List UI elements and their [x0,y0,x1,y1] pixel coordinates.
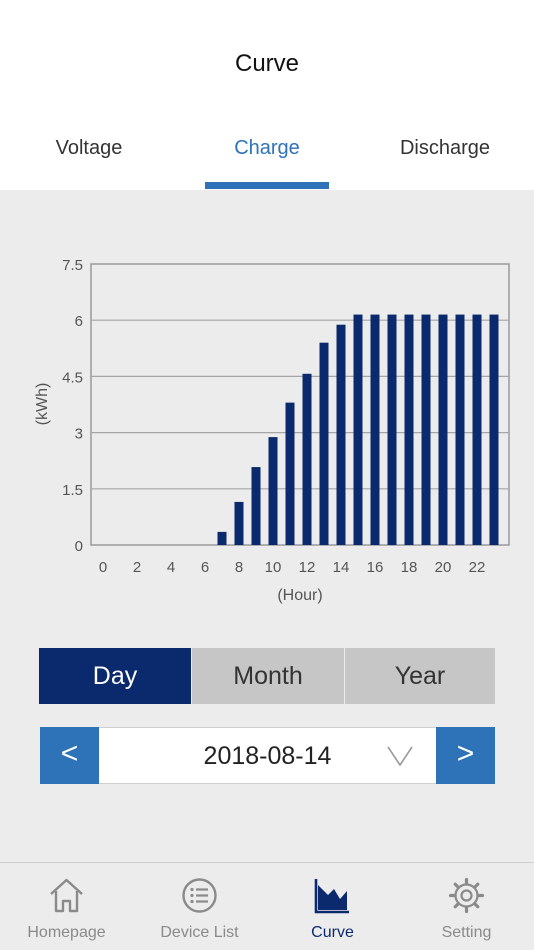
bar [336,324,346,545]
y-axis-label: (kWh) [34,383,51,426]
period-selector: Day Month Year [39,648,495,704]
bar [268,437,278,545]
bar [404,314,414,545]
x-tick-label: 2 [133,559,141,576]
bar [370,314,380,545]
gear-icon [448,877,485,914]
nav-device-list[interactable]: Device List [133,863,266,950]
bar [387,314,397,545]
plot-frame [90,263,510,546]
curve-tabs: Voltage Charge Discharge [0,128,534,190]
tab-voltage[interactable]: Voltage [55,137,123,159]
date-picker[interactable]: 2018-08-14 [99,727,436,784]
tab-discharge[interactable]: Discharge [399,137,491,159]
bar [438,314,448,545]
next-date-button[interactable]: > [436,727,495,784]
home-icon [50,878,83,913]
x-tick-label: 10 [265,559,282,576]
chart-axes: 0 1.5 3 4.5 6 7.5 0 2 4 6 8 10 12 14 16 18 20 22 [62,257,485,576]
y-tick-label: 1.5 [62,482,83,499]
y-tick-label: 4.5 [62,369,83,386]
x-tick-label: 14 [333,559,350,576]
page-title: Curve [234,50,300,77]
date-value: 2018-08-14 [203,742,332,770]
chart-bars [217,314,499,545]
x-tick-label: 16 [367,559,384,576]
tab-charge[interactable]: Charge [234,137,300,159]
y-tick-label: 7.5 [62,257,83,274]
date-navigator: < 2018-08-14 > [40,727,495,784]
nav-curve[interactable]: Curve [266,863,399,950]
chart-svg: 0 1.5 3 4.5 6 7.5 0 2 4 6 8 10 12 14 16 18 20 22 (kWh) (H… [34,257,510,604]
day-button[interactable]: Day [39,648,191,704]
bar [421,314,431,545]
x-tick-label: 18 [401,559,418,576]
bar [455,314,465,545]
x-tick-label: 12 [299,559,316,576]
bar [319,342,329,545]
area-chart-icon [314,879,349,914]
x-tick-label: 22 [469,559,486,576]
year-button[interactable]: Year [345,648,495,704]
nav-device-list-label: Device List [160,924,239,941]
bar [251,467,261,545]
bar [489,314,499,545]
nav-setting-label: Setting [441,924,492,941]
x-axis-label: (Hour) [277,587,322,604]
x-tick-label: 4 [167,559,175,576]
x-tick-label: 6 [201,559,209,576]
active-tab-indicator [205,182,329,189]
bar [217,531,227,545]
y-tick-label: 0 [75,538,83,555]
nav-homepage-label: Homepage [27,924,106,941]
top-bar: Curve Voltage Charge Discharge [0,0,534,190]
y-tick-label: 6 [75,313,83,330]
nav-homepage[interactable]: Homepage [0,863,133,950]
nav-curve-label: Curve [311,924,354,941]
charge-chart: 0 1.5 3 4.5 6 7.5 0 2 4 6 8 10 12 14 16 18 20 22 (kWh) (H… [0,240,534,620]
x-tick-label: 20 [435,559,452,576]
bar [234,501,244,545]
bar [285,402,295,545]
bar [302,373,312,545]
x-tick-label: 8 [235,559,243,576]
y-tick-label: 3 [75,426,83,443]
list-icon [182,878,217,913]
month-button[interactable]: Month [192,648,344,704]
bottom-navigation: Homepage Device List Curve [0,862,534,950]
bar [472,314,482,545]
x-tick-label: 0 [99,559,107,576]
prev-date-button[interactable]: < [40,727,99,784]
chevron-down-icon [387,746,413,767]
bar [353,314,363,545]
nav-setting[interactable]: Setting [400,863,533,950]
